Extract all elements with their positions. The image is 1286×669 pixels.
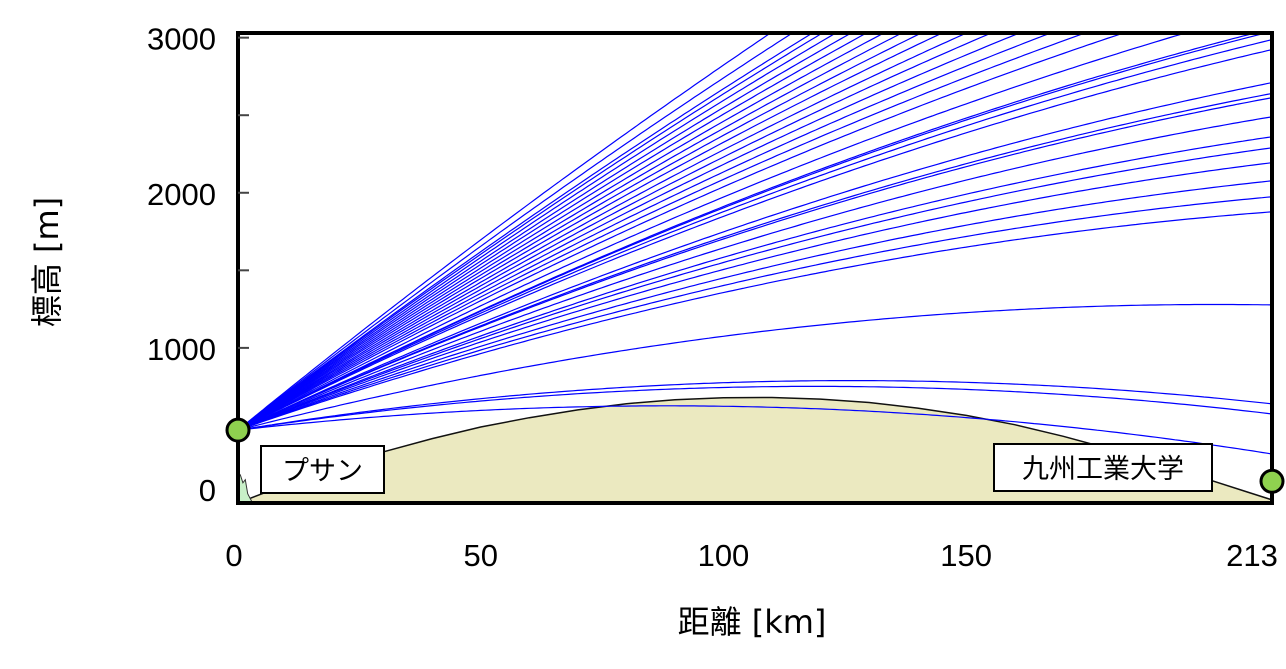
ray-path-19 xyxy=(238,33,1269,431)
ray-path-25 xyxy=(238,116,1273,431)
ray-path-1 xyxy=(238,33,794,431)
ray-path-5 xyxy=(238,33,853,431)
x-axis-ticks: 0 50 100 150 213 xyxy=(225,538,1277,573)
x-axis-label: 距離 [km] xyxy=(678,603,827,641)
stations: プサン 九州工業大学 xyxy=(225,417,1285,494)
ray-path-7 xyxy=(238,33,886,431)
station-marker xyxy=(1259,468,1285,494)
station-label: プサン xyxy=(282,456,363,487)
y-axis-label: 標高 [m] xyxy=(28,197,66,327)
ray-path-27 xyxy=(238,147,1273,431)
ray-path-12 xyxy=(238,33,993,431)
ray-path-0 xyxy=(238,33,772,431)
ray-path-35 xyxy=(238,405,1273,455)
x-tick-label: 213 xyxy=(1226,538,1278,573)
y-tick-label: 0 xyxy=(199,473,216,508)
station-label-box xyxy=(993,443,1213,492)
ray-path-29 xyxy=(238,180,1273,431)
y-tick-label: 2000 xyxy=(147,177,216,212)
x-tick-label: 0 xyxy=(225,538,242,573)
ray-path-33 xyxy=(238,380,1273,431)
ray-path-31 xyxy=(238,211,1273,431)
ray-path-11 xyxy=(238,33,968,431)
ray-path-26 xyxy=(238,136,1273,431)
ray-path-3 xyxy=(238,33,824,431)
station-label-box xyxy=(260,445,385,494)
ray-path-34 xyxy=(238,385,1273,431)
ray-path-15 xyxy=(238,33,1087,431)
coastal-terrain xyxy=(238,471,254,504)
y-axis-ticks: 3000 2000 1000 0 xyxy=(147,22,249,508)
ray-path-13 xyxy=(238,33,1021,431)
ray-path-2 xyxy=(238,33,814,431)
ray-path-6 xyxy=(238,33,868,431)
ray-layer xyxy=(238,33,1273,455)
ray-path-32 xyxy=(238,303,1273,431)
ray-path-9 xyxy=(238,33,923,431)
ray-path-17 xyxy=(238,33,1188,431)
plot-frame xyxy=(236,31,1274,505)
ray-path-4 xyxy=(238,33,838,431)
ray-path-21 xyxy=(238,49,1273,431)
ray-path-10 xyxy=(238,33,944,431)
x-tick-label: 150 xyxy=(940,538,992,573)
y-tick-label: 1000 xyxy=(147,332,216,367)
ray-path-8 xyxy=(238,33,904,431)
ray-path-23 xyxy=(238,92,1273,431)
plot-border xyxy=(236,31,1274,505)
ray-path-22 xyxy=(238,82,1273,431)
y-tick-label: 3000 xyxy=(147,22,216,57)
x-tick-label: 100 xyxy=(698,538,750,573)
ray-path-24 xyxy=(238,97,1273,431)
ray-path-28 xyxy=(238,162,1273,431)
ray-path-20 xyxy=(238,39,1273,431)
ray-path-16 xyxy=(238,33,1126,431)
station-marker xyxy=(225,417,251,443)
ray-path-14 xyxy=(238,33,1053,431)
x-tick-label: 50 xyxy=(463,538,497,573)
ray-path-30 xyxy=(238,196,1273,431)
station-label: 九州工業大学 xyxy=(1022,454,1184,485)
